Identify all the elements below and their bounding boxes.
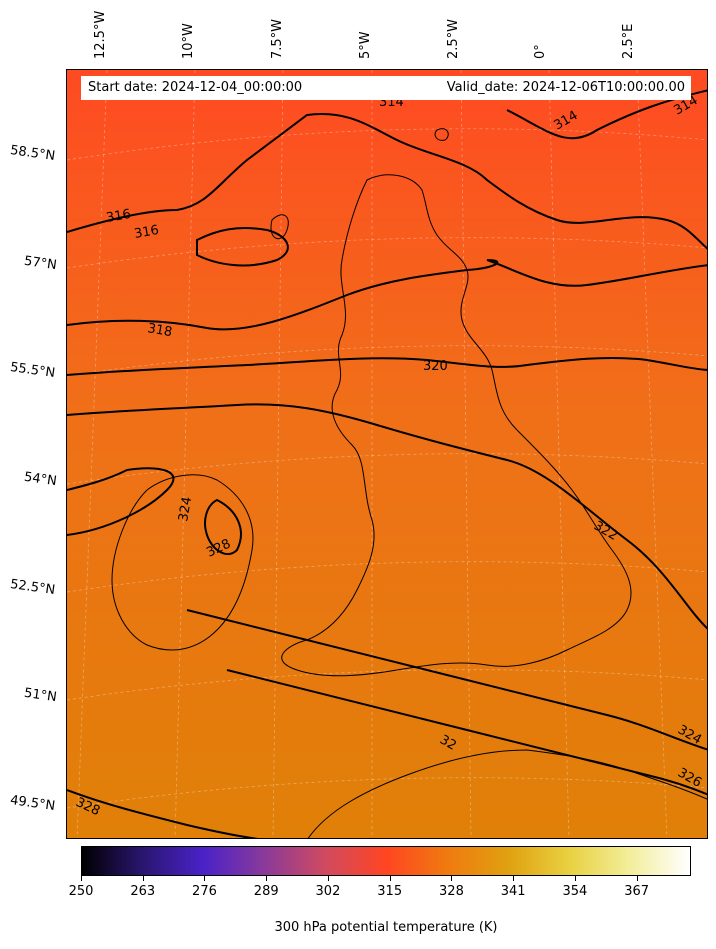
lat-label-55-5n: 55.5°N [9, 359, 56, 382]
colorbar-tick [204, 876, 206, 881]
coastline-hebrides [270, 214, 289, 240]
lat-label-54n: 54°N [23, 469, 58, 490]
contour-326 [226, 669, 707, 796]
temperature-field [67, 70, 707, 838]
colorbar-tick-label: 328 [439, 884, 464, 899]
contour-316 [67, 113, 707, 250]
contour-328-loop [204, 498, 242, 555]
colorbar-tick [513, 876, 515, 881]
colorbar-tick-label: 250 [68, 884, 94, 899]
contour-lines [67, 89, 707, 838]
map-canvas[interactable]: 314 314 314 316 316 318 320 322 324 324 … [67, 70, 708, 839]
colorbar-tick [81, 876, 82, 881]
coastline-france [307, 749, 707, 838]
colorbar-tick-label: 276 [192, 884, 217, 899]
colorbar-tick-label: 263 [130, 884, 156, 899]
contour-label: 32 [437, 732, 459, 753]
coastline-orkney [434, 128, 449, 141]
colorbar-tick-label: 367 [624, 884, 650, 899]
map-panel[interactable]: 314 314 314 316 316 318 320 322 324 324 … [66, 69, 708, 839]
colorbar-title: 300 hPa potential temperature (K) [274, 920, 498, 935]
coastline-great-britain [281, 174, 632, 677]
lat-label-58-5n: 58.5°N [9, 142, 56, 165]
lon-label-7-5w: 7.5°W [270, 18, 285, 59]
date-header: Start date: 2024-12-04_00:00:00 Valid_da… [81, 76, 691, 100]
colorbar-tick-label: 302 [315, 884, 341, 899]
contour-328 [67, 789, 259, 838]
colorbar [81, 846, 691, 876]
colorbar-tick [142, 876, 144, 881]
lon-label-12-5w: 12.5°W [93, 10, 108, 59]
contour-label: 324 [176, 496, 195, 523]
lon-label-0: 0° [533, 44, 548, 59]
coastlines [111, 128, 707, 838]
colorbar-tick [389, 876, 391, 881]
start-date-label: Start date: 2024-12-04_00:00:00 [88, 80, 303, 95]
coastline-ireland [111, 474, 254, 651]
lat-label-51n: 51°N [23, 685, 58, 706]
contour-316-loop [196, 227, 289, 267]
colorbar-tick-label: 289 [253, 884, 279, 899]
lon-label-5w: 5°W [358, 31, 373, 59]
colorbar-tick [574, 876, 576, 881]
colorbar-tick [327, 876, 329, 881]
contour-label: 316 [105, 207, 132, 226]
contour-322 [67, 403, 707, 630]
colorbar-tick-label: 341 [500, 884, 526, 899]
colorbar-tick [636, 876, 638, 881]
lon-label-2-5e: 2.5°E [621, 23, 636, 59]
contour-label: 320 [423, 359, 448, 374]
colorbar-tick-label: 354 [562, 884, 588, 899]
colorbar-tick [451, 876, 453, 881]
colorbar-tick-label: 315 [377, 884, 403, 899]
lon-label-2-5w: 2.5°W [446, 18, 461, 59]
valid-date-label: Valid_date: 2024-12-06T10:00:00.00 [446, 80, 685, 95]
contour-324-east [186, 609, 707, 751]
lat-label-49-5n: 49.5°N [9, 792, 56, 815]
contour-324 [67, 467, 175, 536]
lat-label-52-5n: 52.5°N [9, 576, 56, 599]
graticule [67, 70, 707, 838]
contour-label: 316 [133, 223, 160, 242]
lon-label-10w: 10°W [181, 23, 196, 59]
contour-label: 318 [146, 321, 173, 340]
colorbar-tick [266, 876, 268, 881]
contour-318 [67, 259, 707, 331]
contour-320 [67, 356, 707, 376]
lat-label-57n: 57°N [23, 253, 58, 274]
